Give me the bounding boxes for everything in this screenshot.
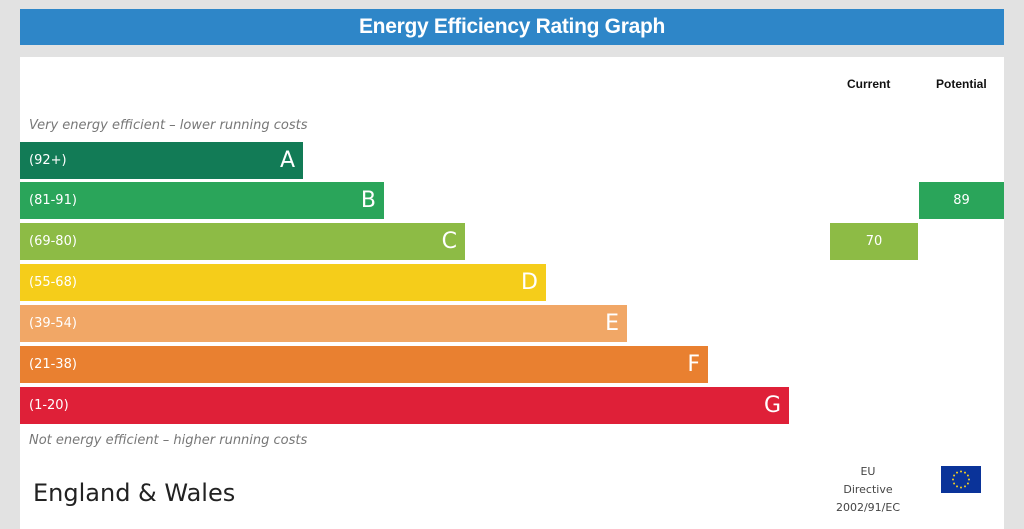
- directive-line3: 2002/91/EC: [835, 501, 901, 514]
- band-range: (21-38): [29, 357, 77, 372]
- band-range: (92+): [29, 153, 67, 168]
- page-title: Energy Efficiency Rating Graph: [20, 9, 1004, 45]
- current-column-header: Current: [847, 77, 891, 91]
- band-range: (55-68): [29, 275, 77, 290]
- rating-panel: Current Potential Very energy efficient …: [20, 57, 1004, 529]
- band-c: (69-80) C: [20, 223, 465, 260]
- band-letter: G: [763, 393, 781, 418]
- band-f: (21-38) F: [20, 346, 708, 383]
- eu-flag-icon: [941, 466, 981, 493]
- band-letter: E: [605, 311, 619, 336]
- potential-column-header: Potential: [936, 77, 987, 91]
- band-letter: B: [360, 188, 376, 213]
- band-e: (39-54) E: [20, 305, 627, 342]
- band-letter: F: [687, 352, 700, 377]
- band-range: (1-20): [29, 398, 69, 413]
- band-d: (55-68) D: [20, 264, 546, 301]
- directive-line2: Directive: [843, 483, 893, 496]
- top-note: Very energy efficient – lower running co…: [29, 118, 308, 133]
- band-a: (92+) A: [20, 142, 303, 179]
- band-g: (1-20) G: [20, 387, 789, 424]
- band-range: (81-91): [29, 193, 77, 208]
- eu-directive: EU Directive 2002/91/EC: [820, 463, 916, 517]
- band-range: (69-80): [29, 234, 77, 249]
- band-letter: A: [279, 148, 295, 173]
- band-range: (39-54): [29, 316, 77, 331]
- band-letter: D: [521, 270, 538, 295]
- directive-line1: EU: [860, 465, 876, 478]
- band-b: (81-91) B: [20, 182, 384, 219]
- region-label: England & Wales: [33, 479, 236, 507]
- current-score: 70: [830, 223, 918, 260]
- potential-score: 89: [919, 182, 1004, 219]
- bottom-note: Not energy efficient – higher running co…: [29, 433, 308, 448]
- band-letter: C: [441, 229, 457, 254]
